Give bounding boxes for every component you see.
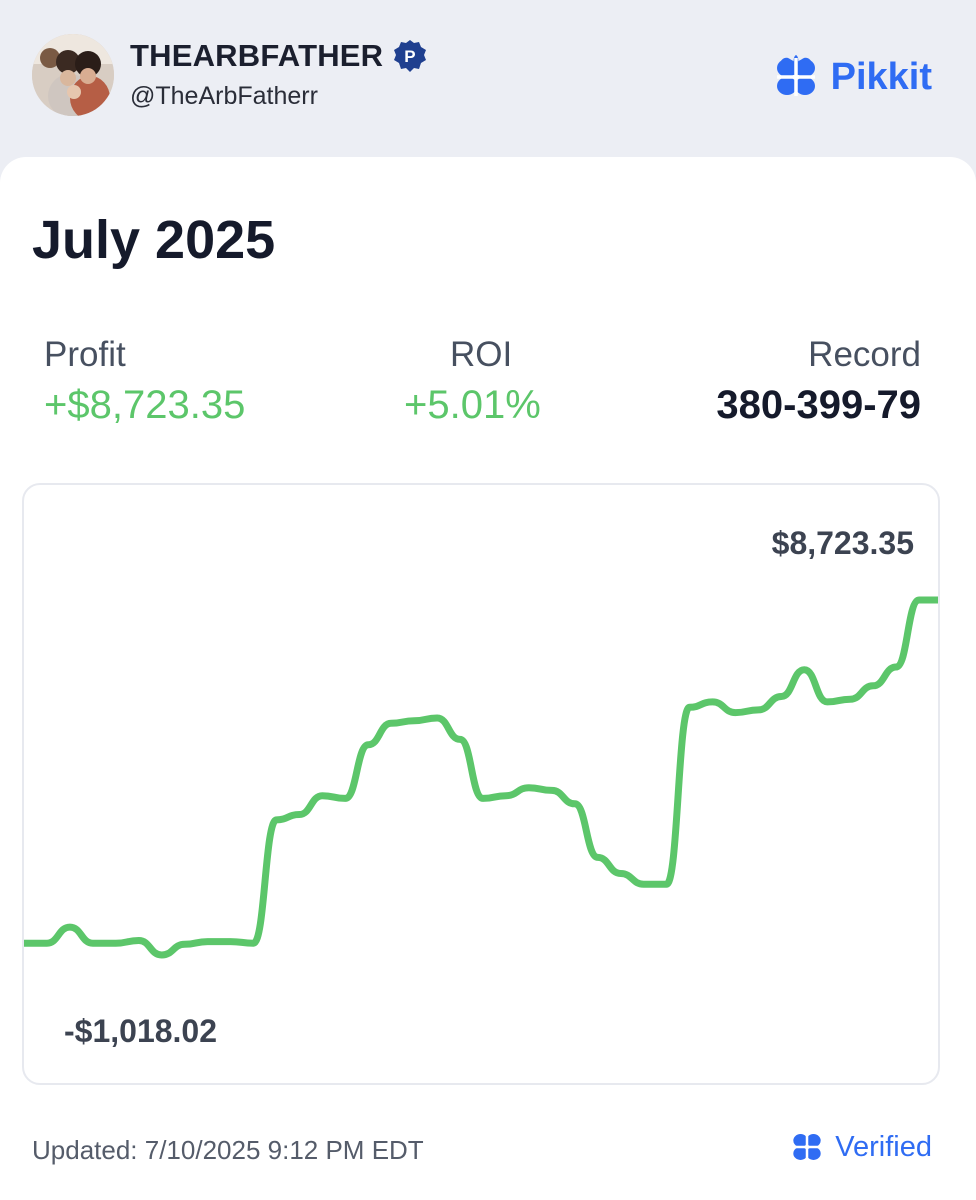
profit-label: Profit [44,335,126,374]
profile-header: THEARBFATHER P @TheArbFatherr Pikkit [0,0,976,160]
profit-value: +$8,723.35 [44,383,246,427]
period-title: July 2025 [32,210,276,270]
brand-logo[interactable]: Pikkit [771,52,932,102]
avatar[interactable] [32,34,114,116]
chart-max-label: $8,723.35 [771,525,914,561]
user-handle: @TheArbFatherr [130,82,318,110]
roi-label: ROI [450,335,513,374]
profit-series-line [24,596,938,959]
updated-timestamp: Updated: 7/10/2025 9:12 PM EDT [32,1135,424,1165]
roi-value: +5.01% [404,383,541,427]
sportsbook-badge-icon: P [394,40,427,72]
verified-badge: Verified [789,1129,932,1165]
monthly-summary-card: July 2025 Profit +$8,723.35 ROI +5.01% R… [0,157,976,1200]
brand-name: Pikkit [830,55,932,98]
record-value: 380-399-79 [716,383,921,427]
username-text: THEARBFATHER [130,38,384,73]
chart-min-label: -$1,018.02 [64,1013,218,1049]
username[interactable]: THEARBFATHER P [130,38,427,74]
badge-letter: P [404,47,416,66]
clover-icon [776,55,815,96]
clover-icon [793,1133,821,1161]
profit-chart: $8,723.35 -$1,018.02 [22,483,940,1085]
avatar-photo [32,34,114,116]
profit-line-chart [24,596,938,959]
record-label: Record [808,335,921,374]
verified-label: Verified [835,1130,932,1163]
